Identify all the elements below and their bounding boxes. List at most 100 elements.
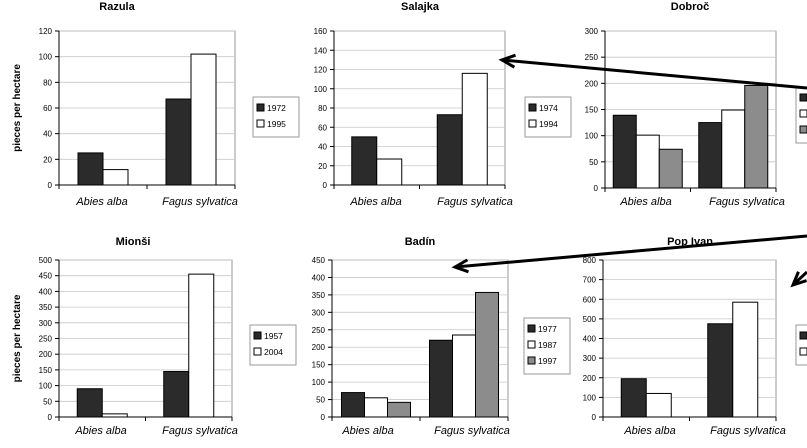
y-tick-label: 300	[312, 308, 326, 317]
legend-swatch	[527, 356, 536, 365]
y-tick-label: 200	[312, 343, 326, 352]
y-tick-label: 0	[592, 413, 597, 422]
y-tick-label: 120	[314, 66, 328, 75]
bar-abies-1	[620, 378, 647, 418]
category-label: Abies alba	[619, 196, 671, 208]
chart-title: Razula	[99, 1, 135, 13]
bar-fagus-2	[461, 72, 488, 186]
bar-fagus-1	[163, 370, 190, 418]
y-tick-label: 200	[39, 350, 53, 359]
bar-abies-2	[635, 134, 660, 189]
chart-3: Dobroč 0 50 100 150 200 250 300 Abies alba Fagus …	[585, 1, 807, 208]
y-tick-label: 60	[43, 104, 52, 113]
legend-swatch	[799, 109, 807, 118]
arrow-to-badin	[454, 234, 807, 269]
legend-swatch	[256, 119, 265, 128]
y-tick-label: 100	[312, 378, 326, 387]
y-tick-label: 50	[589, 158, 598, 167]
y-tick-label: 350	[312, 291, 326, 300]
y-tick-label: 80	[43, 78, 52, 87]
legend-label: 1997	[538, 356, 557, 366]
legend-swatch	[253, 331, 262, 340]
legend-swatch	[256, 103, 265, 112]
y-tick-label: 0	[48, 413, 53, 422]
bar-abies-2	[364, 397, 388, 418]
chart-title: Dobroč	[671, 1, 710, 13]
y-tick-label: 0	[321, 413, 326, 422]
chart-5: Badín 0 50 100 150 200 250 300 350 400 450 Abies al…	[312, 236, 571, 437]
y-tick-label: 100	[585, 132, 599, 141]
legend: 1957 2004	[249, 324, 297, 366]
arrow-to-salajka-head	[498, 53, 516, 69]
legend-swatch	[528, 119, 537, 128]
y-tick-label: 400	[583, 335, 597, 344]
legend-swatch	[799, 125, 807, 134]
y-tick-label: 200	[585, 79, 599, 88]
category-label: Abies alba	[75, 196, 127, 208]
y-tick-label: 500	[583, 315, 597, 324]
bar-abies-1	[351, 136, 378, 186]
bar-fagus-3	[744, 84, 769, 189]
legend-label: 1957	[264, 331, 283, 341]
y-tick-label: 0	[323, 181, 328, 190]
legend-label: 1977	[538, 324, 557, 334]
bar-fagus-1	[165, 98, 192, 186]
legend-box	[795, 324, 807, 366]
chart-title: Mionši	[116, 236, 151, 248]
category-label: Fagus sylvatica	[434, 425, 510, 437]
y-tick-label: 50	[316, 396, 325, 405]
y-tick-label: 200	[583, 374, 597, 383]
arrow-to-pop-ivan-head	[790, 271, 807, 288]
y-tick-label: 250	[312, 326, 326, 335]
bar-abies-2	[101, 413, 128, 418]
legend-swatch	[253, 347, 262, 356]
y-tick-label: 40	[43, 130, 52, 139]
category-label: Abies alba	[623, 425, 675, 437]
y-tick-label: 250	[585, 53, 599, 62]
y-tick-label: 300	[583, 354, 597, 363]
chart-2: Salajka 0 20 40 60 80 100 120 140 160 Abies alba Fa…	[314, 1, 572, 208]
legend-swatch	[527, 324, 536, 333]
bar-abies-3	[387, 401, 411, 418]
legend-swatch	[799, 347, 807, 356]
bar-fagus-2	[732, 301, 759, 418]
bar-abies-1	[612, 114, 637, 189]
bar-abies-2	[102, 169, 129, 186]
y-tick-label: 160	[314, 27, 328, 36]
y-tick-label: 100	[39, 382, 53, 391]
bar-abies-1	[341, 392, 365, 418]
category-label: Fagus sylvatica	[162, 196, 238, 208]
legend-label: 1987	[538, 340, 557, 350]
chart-title: Badín	[405, 236, 436, 248]
y-tick-label: 40	[318, 143, 327, 152]
y-tick-label: 100	[39, 53, 53, 62]
legend-swatch	[527, 340, 536, 349]
y-tick-label: 20	[318, 162, 327, 171]
y-tick-label: 400	[39, 287, 53, 296]
y-axis-label: pieces per hectare	[12, 64, 23, 152]
y-tick-label: 700	[583, 276, 597, 285]
category-label: Fagus sylvatica	[710, 425, 786, 437]
bar-abies-2	[645, 392, 672, 418]
y-tick-label: 150	[39, 366, 53, 375]
chart-1: Razula 0 20 40 60 80 100 120 Abies alba Fagus syl…	[12, 1, 300, 208]
legend	[795, 86, 807, 144]
legend-box	[252, 96, 300, 138]
y-tick-label: 120	[39, 27, 53, 36]
y-tick-label: 500	[39, 256, 53, 265]
y-tick-label: 450	[39, 272, 53, 281]
legend-label: 1972	[267, 103, 286, 113]
bar-fagus-1	[707, 323, 734, 418]
annotation-arrows	[451, 53, 807, 288]
y-axis-label: pieces per hectare	[12, 294, 23, 382]
y-tick-label: 0	[48, 181, 53, 190]
bar-fagus-3	[475, 291, 499, 418]
bar-abies-1	[76, 388, 103, 418]
y-tick-label: 450	[312, 256, 326, 265]
y-tick-label: 100	[583, 393, 597, 402]
category-label: Fagus sylvatica	[709, 196, 785, 208]
legend: 1977 1987 1997	[523, 317, 571, 375]
y-tick-label: 150	[585, 106, 599, 115]
